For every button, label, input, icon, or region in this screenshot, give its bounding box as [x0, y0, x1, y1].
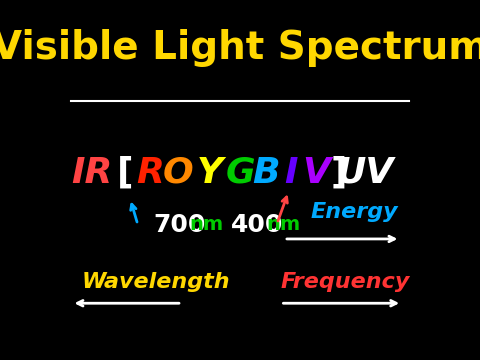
Text: Y: Y [197, 156, 223, 190]
Text: Wavelength: Wavelength [82, 272, 230, 292]
Text: O: O [163, 156, 194, 190]
Text: B: B [252, 156, 280, 190]
Text: I: I [284, 156, 298, 190]
Text: R: R [136, 156, 164, 190]
Text: [: [ [117, 156, 134, 190]
Text: ]: ] [330, 156, 347, 190]
Text: 700: 700 [154, 213, 206, 237]
Text: nm: nm [266, 215, 300, 234]
Text: 400: 400 [231, 213, 284, 237]
Text: UV: UV [336, 156, 394, 190]
Text: Visible Light Spectrum: Visible Light Spectrum [0, 29, 480, 67]
Text: V: V [302, 156, 330, 190]
Text: IR: IR [72, 156, 113, 190]
Text: nm: nm [189, 215, 223, 234]
Text: G: G [225, 156, 255, 190]
Text: Energy: Energy [311, 202, 398, 222]
Text: Frequency: Frequency [280, 272, 410, 292]
